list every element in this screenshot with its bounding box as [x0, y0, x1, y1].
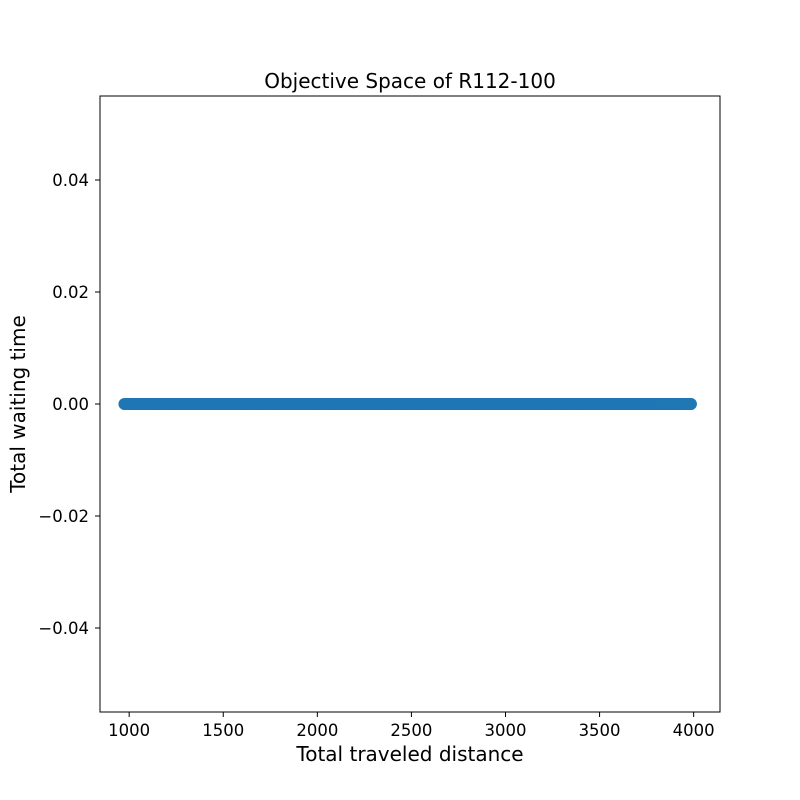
plot-area-frame — [99, 95, 721, 713]
data-point — [684, 398, 697, 410]
y-tick-label: −0.02 — [38, 507, 89, 526]
y-tick-label: 0.00 — [52, 395, 89, 414]
x-tick-label: 3500 — [579, 721, 621, 740]
x-tick-label: 1000 — [108, 721, 150, 740]
x-tick-label: 4000 — [673, 721, 715, 740]
x-tick-label: 1500 — [202, 721, 244, 740]
x-tick-label: 2000 — [296, 721, 338, 740]
y-axis-ticks: 0.04 0.02 0.00 −0.02 −0.04 — [38, 171, 100, 638]
y-tick-label: 0.04 — [52, 171, 89, 190]
x-axis-ticks: 1000 1500 2000 2500 3000 3500 4000 — [108, 712, 715, 740]
y-axis-label: Total waiting time — [6, 315, 30, 494]
y-tick-label: 0.02 — [52, 283, 89, 302]
x-tick-label: 3000 — [484, 721, 526, 740]
x-tick-label: 2500 — [390, 721, 432, 740]
x-axis-label: Total traveled distance — [295, 742, 523, 766]
y-tick-label: −0.04 — [38, 619, 89, 638]
data-points — [118, 398, 697, 410]
chart-title: Objective Space of R112-100 — [264, 69, 556, 93]
